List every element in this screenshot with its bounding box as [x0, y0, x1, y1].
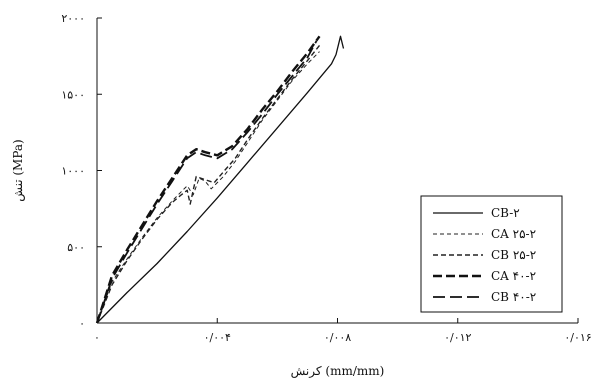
- legend: CB-۲ CA ۲۵-۲ CB ۲۵-۲ CA ۴۰-۲ CB ۴۰-۲: [420, 195, 563, 313]
- x-tick-label: ۰: [94, 331, 100, 344]
- y-tick-label: ۰: [79, 317, 85, 330]
- series-line-2: [96, 51, 320, 324]
- y-tick-label: ۱۰۰۰: [61, 165, 85, 178]
- x-axis-title: کرنش (mm/mm): [291, 364, 385, 378]
- x-tick-label: ۰/۰۰۸: [324, 331, 351, 344]
- y-tick-label: ۵۰۰: [67, 241, 85, 254]
- legend-label-4: CA ۴۰-۲: [491, 269, 536, 283]
- series-line-1: [96, 35, 345, 324]
- series-group: [95, 35, 345, 324]
- legend-label-5: CB ۴۰-۲: [491, 290, 536, 304]
- ticks: ۰ ۰/۰۰۴ ۰/۰۰۸ ۰/۰۱۲ ۰/۰۱۶ ۰ ۵۰۰ ۱۰۰۰ ۱۵۰۰ ۲۰۰۰: [61, 12, 591, 344]
- legend-box: [420, 195, 563, 313]
- y-axis-title: تنش (MPa): [11, 139, 25, 201]
- x-tick-label: ۰/۰۰۴: [204, 331, 231, 344]
- y-tick-label: ۲۰۰۰: [61, 12, 85, 25]
- y-tick-label: ۱۵۰۰: [61, 88, 85, 101]
- x-tick-label: ۰/۰۱۲: [444, 331, 471, 344]
- series-line-3: [96, 44, 321, 324]
- legend-label-2: CA ۲۵-۲: [491, 227, 536, 241]
- legend-label-3: CB ۲۵-۲: [491, 248, 536, 262]
- series-line-4: [95, 35, 321, 324]
- series-line-5: [96, 40, 318, 324]
- x-tick-label: ۰/۰۱۶: [564, 331, 591, 344]
- legend-label-1: CB-۲: [491, 206, 520, 220]
